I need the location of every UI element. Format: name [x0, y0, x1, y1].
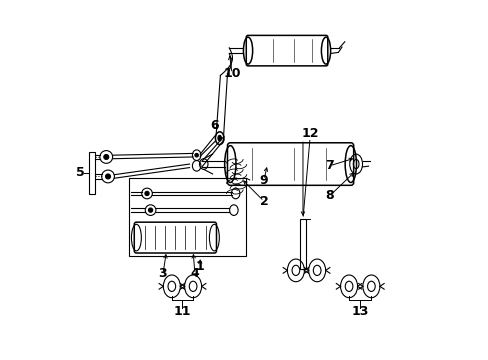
Ellipse shape: [218, 135, 221, 141]
Bar: [88, 152, 95, 194]
Text: 6: 6: [210, 118, 218, 131]
Circle shape: [195, 153, 198, 157]
Text: 10: 10: [223, 67, 241, 80]
Text: 12: 12: [301, 127, 318, 140]
Text: 4: 4: [190, 267, 199, 280]
Text: 11: 11: [173, 305, 191, 318]
Text: 7: 7: [325, 159, 333, 172]
Bar: [300, 219, 305, 269]
Text: 1: 1: [195, 260, 204, 273]
Circle shape: [105, 174, 110, 179]
Circle shape: [148, 208, 152, 212]
Circle shape: [144, 192, 149, 195]
Text: 2: 2: [259, 195, 268, 208]
Text: 5: 5: [76, 166, 85, 179]
Text: 8: 8: [325, 189, 333, 202]
Bar: [129, 178, 246, 256]
Text: 9: 9: [259, 174, 268, 186]
Text: 13: 13: [351, 305, 368, 318]
Text: 3: 3: [158, 267, 167, 280]
Circle shape: [103, 154, 108, 159]
